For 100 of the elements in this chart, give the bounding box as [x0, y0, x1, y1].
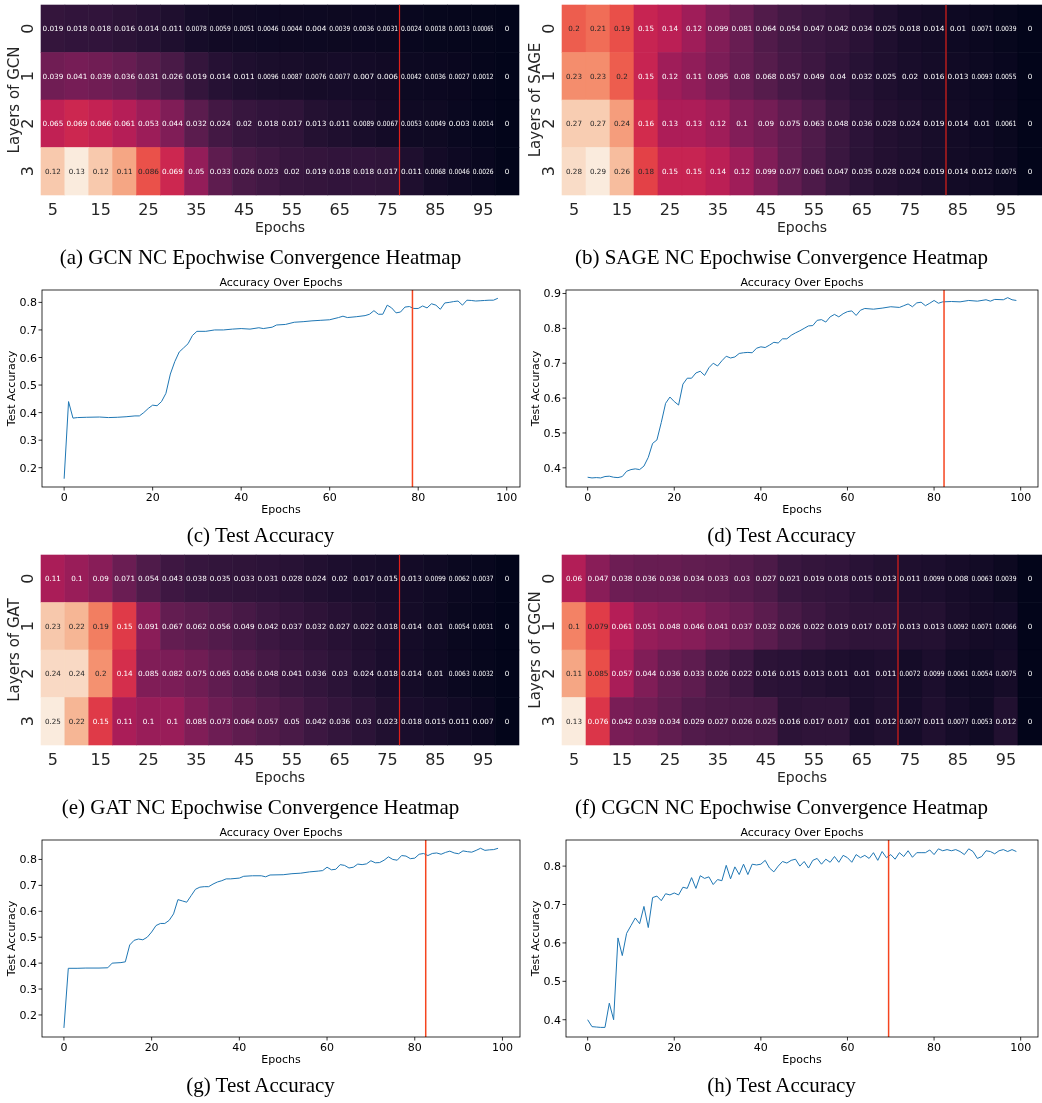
- y-tick-label: 0.8: [543, 860, 561, 874]
- x-tick-label: 5: [47, 200, 59, 219]
- y-axis-title: Test Accuracy: [5, 350, 18, 428]
- y-tick-label: 2: [18, 118, 37, 129]
- text: (h) Test Accuracy: [707, 1073, 857, 1097]
- x-axis-title: Epochs: [261, 503, 301, 516]
- x-tick-label: 95: [995, 200, 1017, 219]
- x-tick-label: 0: [60, 1041, 68, 1054]
- x-axis-title: Epochs: [776, 769, 828, 785]
- x-tick-label: 40: [234, 491, 249, 504]
- x-tick-label: 15: [90, 200, 111, 219]
- y-tick-label: 0.5: [19, 379, 37, 393]
- x-tick-label: 15: [611, 750, 633, 769]
- y-tick-label: 0: [539, 573, 558, 584]
- x-axis-title: Epochs: [261, 1053, 301, 1066]
- x-tick-label: 25: [138, 750, 159, 769]
- y-axis-title: Test Accuracy: [529, 900, 542, 978]
- y-tick-label: 0.6: [19, 905, 37, 919]
- x-tick-label: 85: [425, 200, 446, 219]
- x-axis-title: Epochs: [782, 1053, 822, 1066]
- x-tick-label: 45: [233, 200, 255, 219]
- line-series: [587, 848, 1017, 1028]
- y-tick-label: 0: [18, 573, 37, 584]
- x-tick-label: 60: [840, 1041, 855, 1054]
- x-tick-label: 0: [584, 1041, 592, 1054]
- x-tick-label: 5: [568, 200, 580, 219]
- x-tick-label: 60: [840, 491, 855, 504]
- x-tick-label: 55: [803, 750, 825, 769]
- chart-title: Accuracy Over Epochs: [740, 826, 864, 839]
- y-axis-title: Test Accuracy: [529, 350, 542, 428]
- x-tick-label: 0: [60, 491, 68, 504]
- x-tick-label: 35: [186, 750, 207, 769]
- chart-title: Accuracy Over Epochs: [219, 826, 343, 839]
- x-tick-label: 40: [232, 1041, 247, 1054]
- x-tick-label: 80: [411, 491, 426, 504]
- x-tick-label: 45: [755, 750, 777, 769]
- x-tick-label: 55: [281, 750, 303, 769]
- line-series: [587, 297, 1017, 479]
- y-tick-label: 0.6: [543, 392, 561, 406]
- y-axis-title: Test Accuracy: [5, 900, 18, 978]
- y-tick-label: 0: [539, 23, 558, 34]
- x-axis-title: Epochs: [782, 503, 822, 516]
- x-tick-label: 100: [496, 491, 518, 504]
- y-tick-label: 0.2: [19, 461, 37, 475]
- x-tick-label: 65: [329, 200, 350, 219]
- y-tick-label: 0.4: [543, 1013, 561, 1027]
- x-tick-label: 20: [144, 1041, 159, 1054]
- x-tick-label: 15: [611, 200, 633, 219]
- y-tick-label: 0.4: [19, 406, 37, 420]
- y-tick-label: 1: [539, 71, 558, 82]
- text: (g) Test Accuracy: [186, 1073, 336, 1097]
- y-tick-label: 0.4: [543, 461, 561, 475]
- x-tick-label: 20: [145, 491, 160, 504]
- y-tick-label: 0.5: [19, 931, 37, 945]
- x-tick-label: 65: [851, 200, 873, 219]
- y-tick-label: 0.8: [19, 853, 37, 867]
- y-tick-label: 2: [539, 118, 558, 129]
- chart-title: Accuracy Over Epochs: [740, 276, 864, 289]
- x-tick-label: 75: [899, 750, 921, 769]
- line-series: [63, 297, 499, 480]
- x-tick-label: 60: [322, 491, 337, 504]
- text: (b) SAGE NC Epochwise Convergence Heatmap: [574, 245, 989, 269]
- x-tick-label: 80: [407, 1041, 422, 1054]
- y-tick-label: 0.7: [19, 879, 37, 893]
- x-tick-label: 15: [90, 750, 111, 769]
- x-tick-label: 20: [667, 1041, 682, 1054]
- x-tick-label: 45: [755, 200, 777, 219]
- x-tick-label: 80: [927, 491, 942, 504]
- x-tick-label: 75: [899, 200, 921, 219]
- y-tick-label: 0.6: [543, 936, 561, 950]
- y-tick-label: 0.9: [543, 287, 561, 301]
- y-tick-label: 3: [18, 716, 37, 727]
- x-tick-label: 85: [425, 750, 446, 769]
- x-tick-label: 25: [659, 750, 681, 769]
- x-tick-label: 35: [707, 750, 729, 769]
- text: (e) GAT NC Epochwise Convergence Heatmap: [61, 795, 460, 819]
- text: (d) Test Accuracy: [707, 523, 857, 547]
- y-tick-label: 0.8: [19, 296, 37, 310]
- x-tick-label: 55: [281, 200, 303, 219]
- x-tick-label: 5: [47, 750, 59, 769]
- x-tick-label: 25: [138, 200, 159, 219]
- y-tick-label: 0.5: [543, 426, 561, 440]
- y-tick-label: 0.4: [19, 957, 37, 971]
- y-tick-label: 0.2: [19, 1008, 37, 1022]
- x-tick-label: 60: [320, 1041, 335, 1054]
- x-axis-title: Epochs: [254, 219, 306, 235]
- y-tick-label: 3: [539, 166, 558, 177]
- x-tick-label: 25: [659, 200, 681, 219]
- x-tick-label: 75: [377, 200, 398, 219]
- x-tick-label: 20: [667, 491, 682, 504]
- x-tick-label: 85: [947, 200, 969, 219]
- y-tick-label: 0.7: [19, 323, 37, 337]
- y-tick-label: 0.8: [543, 322, 561, 336]
- x-tick-label: 85: [947, 750, 969, 769]
- y-tick-label: 1: [18, 71, 37, 82]
- y-tick-label: 0.3: [19, 983, 37, 997]
- x-tick-label: 35: [707, 200, 729, 219]
- y-tick-label: 3: [18, 166, 37, 177]
- y-tick-label: 0.7: [543, 357, 561, 371]
- x-tick-label: 95: [995, 750, 1017, 769]
